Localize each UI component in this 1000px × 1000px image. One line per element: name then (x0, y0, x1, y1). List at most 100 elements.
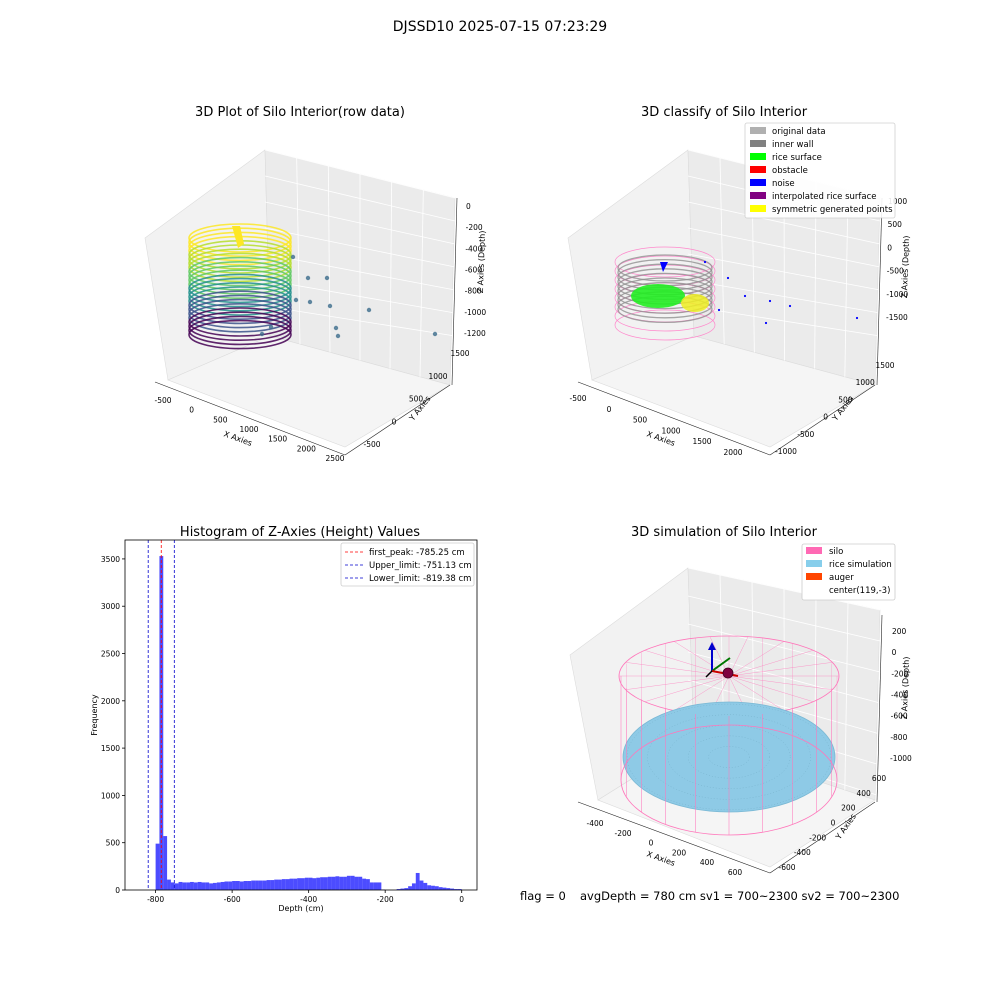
histogram-bar (278, 879, 282, 890)
raw-x-tick-label: 0 (189, 406, 194, 415)
histogram-bar (213, 882, 217, 890)
classify-legend-label: rice surface (772, 153, 822, 163)
silo-roof-spoke (728, 636, 749, 677)
raw-y-tick-label: 500 (409, 395, 424, 404)
histogram-y-tick-label: 3000 (101, 602, 120, 611)
raw-outlier-point (432, 331, 438, 337)
raw-outlier-point (293, 297, 299, 303)
simulation-legend-swatch (806, 547, 822, 554)
raw-y-tick-label: 1000 (428, 372, 447, 381)
panel-raw-data: 3D Plot of Silo Interior(row data) -500 0… (144, 105, 487, 463)
histogram-bar (434, 886, 439, 890)
histogram-bar (274, 879, 279, 890)
histogram-bar (163, 836, 168, 890)
classify-z-tick-label: 0 (887, 243, 892, 252)
silo-roof-spoke (728, 675, 833, 690)
footer-stats-text: avgDepth = 780 cm sv1 = 700~2300 sv2 = 7… (580, 889, 899, 903)
raw-wall-ring (188, 260, 292, 291)
simulation-y-tick-label: 200 (841, 804, 856, 813)
raw-wall-ring (188, 286, 292, 316)
histogram-bar (404, 888, 409, 890)
histogram-bar (193, 882, 198, 890)
classify-noise-point (764, 321, 768, 325)
classify-x-tick-label: 1000 (661, 426, 680, 435)
histogram-y-tick-label: 2000 (101, 697, 120, 706)
raw-x-tick-label: -500 (154, 396, 171, 405)
raw-outlier-points (259, 254, 438, 339)
raw-x-tick-label: 2500 (325, 454, 344, 463)
raw-wall-ring (188, 273, 292, 304)
classify-legend-swatch (750, 127, 766, 134)
classify-y-tick-label: 500 (838, 395, 853, 404)
raw-z-tick-label: -1000 (464, 308, 486, 317)
raw-z-tick-label: -400 (465, 244, 482, 253)
histogram-bar (304, 877, 309, 890)
raw-z-tick-label: -200 (466, 223, 483, 232)
histogram-y-tick-label: 1500 (101, 744, 120, 753)
simulation-legend: silo rice simulation auger center(119,-3) (801, 543, 896, 601)
histogram-x-axis-label: Depth (cm) (278, 904, 323, 913)
silo-roof-spoke (673, 675, 730, 711)
histogram-bar (301, 878, 305, 890)
raw-outlier-point (333, 325, 339, 331)
classify-noise-point (768, 299, 772, 303)
panel-classify: 3D classify of Silo Interior -5000500100… (567, 105, 911, 457)
gridline (389, 181, 393, 369)
classify-x-tick-label: 1500 (692, 437, 711, 446)
simulation-y-tick-label: 400 (857, 789, 872, 798)
gridline (719, 157, 725, 345)
simulation-y-tick-label: -400 (794, 848, 811, 857)
classify-noise-point (703, 260, 707, 264)
simulation-y-tick-label: -600 (778, 863, 795, 872)
histogram-bar (289, 878, 294, 890)
raw-outlier-point (324, 275, 330, 281)
histogram-bar (354, 876, 359, 890)
histogram-bar (396, 889, 401, 890)
histogram-y-ticks: 0 500 1000 1500 2000 2500 3000 3500 (101, 555, 125, 895)
histogram-bar (366, 879, 370, 890)
classify-legend-swatch (750, 179, 766, 186)
histogram-bar (312, 878, 317, 890)
classify-silo-ring (614, 246, 716, 278)
classify-legend-label: noise (772, 179, 795, 189)
silo-roof-spoke (625, 675, 730, 690)
histogram-bar (232, 881, 236, 890)
silo-roof-spoke (728, 675, 814, 702)
gridline (327, 165, 331, 353)
histogram-x-tick-label: -600 (224, 895, 241, 904)
histogram-bar (255, 880, 259, 890)
histogram-bar (262, 880, 267, 890)
simulation-z-axis-label: Z Axies (Depth) (900, 656, 911, 719)
histogram-bar (419, 880, 424, 890)
histogram-x-tick-label: -400 (300, 895, 317, 904)
classify-legend-swatch (750, 192, 766, 199)
histogram-frame (124, 539, 478, 891)
histogram-bar (258, 880, 263, 890)
raw-wall-ring (188, 277, 292, 308)
histogram-bar (346, 875, 351, 890)
raw-top-obstacle (232, 226, 244, 248)
histogram-bar (167, 879, 171, 890)
classify-legend-swatch (750, 140, 766, 147)
classify-panel-title: 3D classify of Silo Interior (641, 105, 808, 120)
classify-legend-frame (744, 122, 896, 219)
histogram-legend-label: Upper_limit: -751.13 cm (369, 561, 472, 571)
classify-rice-surface (631, 284, 685, 308)
raw-z-axis-line (451, 197, 458, 386)
simulation-y-tick-label: -200 (809, 833, 826, 842)
histogram-bar (408, 886, 412, 890)
auger-center-marker (722, 667, 734, 679)
classify-x-tick-labels: -500 0 500 1000 1500 2000 (569, 394, 742, 457)
histogram-bar (450, 888, 455, 890)
rice-point-ring (667, 725, 791, 789)
simulation-legend-label: silo (829, 547, 843, 557)
histogram-bar (457, 889, 462, 890)
simulation-x-tick-label: -400 (586, 819, 603, 828)
histogram-y-axis-label: Frequency (90, 694, 99, 736)
raw-y-tick-label: 1500 (450, 349, 469, 358)
raw-wall-ring (188, 223, 292, 253)
raw-wall-ring (188, 269, 292, 300)
